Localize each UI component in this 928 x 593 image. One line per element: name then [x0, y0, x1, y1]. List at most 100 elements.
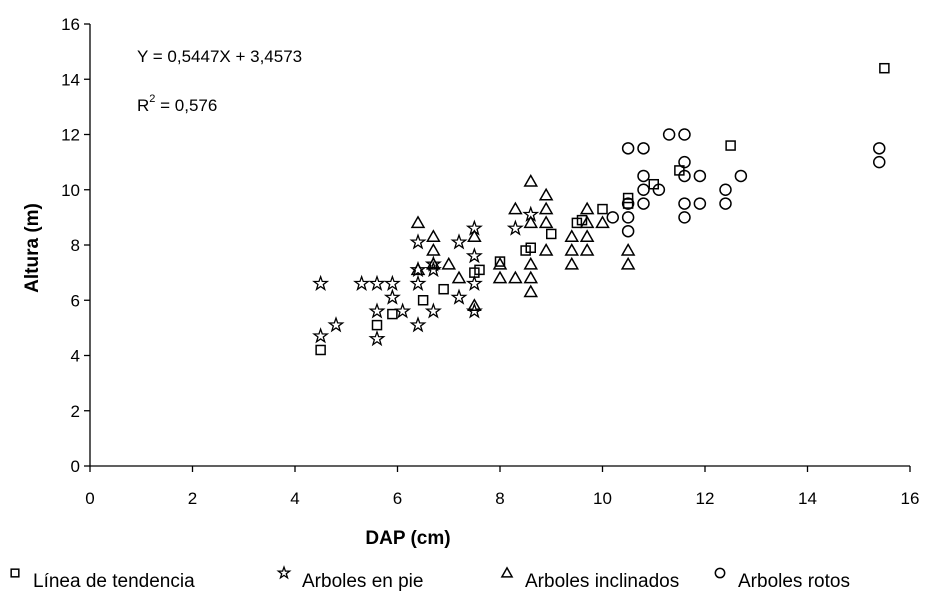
legend-item-triangle: Arboles inclinados — [500, 566, 679, 592]
data-point-star — [383, 288, 401, 305]
legend-item-square: Línea de tendencia — [10, 568, 195, 592]
data-point-circle — [637, 183, 650, 196]
data-point-triangle — [620, 243, 636, 256]
data-point-square — [725, 140, 736, 151]
data-point-triangle — [426, 256, 441, 270]
y-tick-label: 10 — [61, 181, 80, 200]
x-tick-label: 12 — [696, 489, 715, 508]
data-point-triangle — [467, 298, 482, 312]
data-point-triangle — [564, 256, 580, 270]
data-point-circle — [719, 183, 732, 196]
data-point-circle — [637, 197, 650, 210]
data-point-star — [424, 255, 442, 272]
data-point-triangle — [523, 270, 539, 284]
data-point-triangle — [508, 270, 523, 284]
data-point-star — [409, 274, 427, 291]
legend-marker-triangle — [500, 566, 514, 578]
data-point-circle — [873, 155, 886, 169]
legend-marker-square — [10, 568, 20, 578]
data-point-circle — [678, 155, 691, 169]
data-point-circle — [678, 211, 691, 224]
data-point-triangle — [538, 201, 554, 215]
series-star — [312, 205, 540, 347]
x-tick-label: 8 — [495, 489, 504, 508]
data-points — [312, 62, 890, 356]
data-point-circle — [719, 197, 732, 210]
legend-label: Arboles inclinados — [525, 571, 679, 592]
data-point-square — [371, 319, 383, 331]
data-point-triangle — [564, 243, 580, 256]
data-point-triangle — [523, 284, 539, 298]
data-point-triangle — [620, 256, 636, 270]
data-point-circle — [678, 169, 691, 183]
data-point-square — [622, 198, 634, 209]
data-point-star — [409, 260, 427, 278]
data-point-circle — [606, 211, 619, 224]
data-point-circle — [693, 169, 707, 183]
y-axis-title: Altura (m) — [22, 203, 43, 293]
series-square — [315, 62, 890, 356]
data-point-triangle — [579, 215, 595, 229]
data-point-star — [465, 247, 483, 264]
data-point-triangle — [451, 270, 467, 284]
data-point-circle — [693, 197, 707, 210]
data-point-circle — [621, 224, 635, 238]
data-point-star — [368, 329, 386, 347]
data-point-star — [450, 288, 468, 305]
data-point-circle — [678, 197, 691, 210]
data-point-star — [312, 327, 330, 344]
r-squared-annotation: R2 = 0,576 — [137, 93, 217, 115]
data-point-star — [506, 219, 524, 236]
legend-marker-circle — [714, 567, 726, 579]
data-point-square — [597, 203, 608, 215]
data-point-triangle — [538, 215, 554, 229]
data-point-star — [327, 316, 345, 333]
data-point-star — [424, 302, 442, 319]
y-tick-label: 12 — [61, 126, 80, 145]
y-tick-label: 6 — [71, 291, 80, 310]
data-point-star — [450, 233, 468, 250]
data-point-square — [879, 62, 890, 74]
data-point-triangle — [579, 201, 595, 215]
data-point-triangle — [564, 229, 580, 242]
x-tick-label: 10 — [593, 489, 612, 508]
data-point-circle — [652, 183, 666, 196]
series-circle — [606, 128, 886, 238]
regression-equation: Y = 0,5447X + 3,4573 — [137, 47, 302, 66]
x-tick-label: 2 — [188, 489, 197, 508]
data-point-triangle — [441, 256, 457, 270]
data-point-triangle — [595, 215, 610, 229]
data-point-square — [387, 308, 398, 320]
data-point-square — [417, 295, 429, 306]
data-point-triangle — [410, 215, 426, 229]
data-point-circle — [734, 169, 748, 183]
y-tick-label: 16 — [61, 15, 80, 34]
legend: Línea de tendencia Arboles en pie Arboles … — [10, 565, 850, 592]
data-point-star — [368, 274, 386, 291]
data-point-circle — [621, 142, 635, 155]
data-point-triangle — [426, 243, 441, 256]
data-point-triangle — [538, 243, 554, 256]
legend-label: Arboles rotos — [738, 571, 850, 592]
data-point-triangle — [467, 229, 482, 242]
x-axis-title: DAP (cm) — [365, 528, 450, 549]
data-point-square — [546, 228, 557, 240]
data-point-triangle — [508, 201, 523, 215]
data-point-star — [409, 316, 427, 333]
legend-marker-star — [276, 565, 292, 580]
data-point-square — [474, 264, 485, 276]
data-point-star — [368, 302, 386, 319]
data-point-triangle — [410, 262, 426, 276]
data-point-triangle — [538, 187, 554, 201]
tick-labels: 0 2 4 6 8 10 12 14 16 0 2 4 6 8 10 12 14 16 — [61, 15, 919, 508]
legend-item-circle: Arboles rotos — [714, 567, 850, 592]
x-tick-label: 6 — [393, 489, 402, 508]
data-point-star — [394, 302, 412, 319]
data-point-star — [353, 274, 371, 291]
y-tick-label: 2 — [71, 402, 80, 421]
x-tick-label: 4 — [290, 489, 299, 508]
data-point-triangle — [426, 229, 441, 242]
legend-label: Arboles en pie — [302, 571, 423, 592]
y-tick-label: 8 — [71, 236, 80, 255]
